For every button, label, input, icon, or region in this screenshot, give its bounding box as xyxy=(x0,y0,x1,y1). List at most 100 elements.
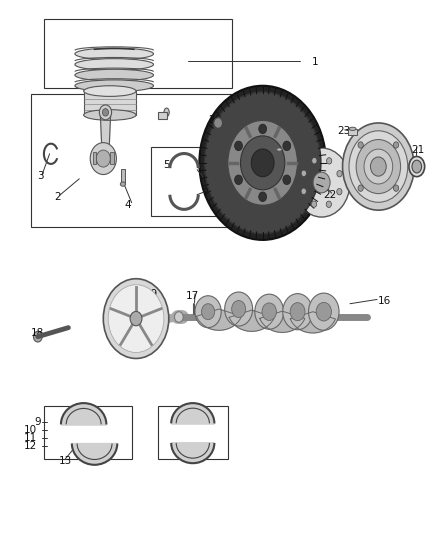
Circle shape xyxy=(358,185,363,191)
Text: 20: 20 xyxy=(367,144,381,155)
Polygon shape xyxy=(100,112,111,152)
Bar xyxy=(84,91,136,115)
Circle shape xyxy=(99,105,112,120)
Circle shape xyxy=(283,141,291,151)
Bar xyxy=(44,406,132,459)
Text: 7: 7 xyxy=(203,188,209,198)
Text: 21: 21 xyxy=(411,144,424,155)
Circle shape xyxy=(174,312,183,322)
Bar xyxy=(93,152,96,164)
Circle shape xyxy=(228,120,297,205)
Polygon shape xyxy=(72,443,117,465)
Circle shape xyxy=(349,131,408,203)
Circle shape xyxy=(358,142,363,148)
Circle shape xyxy=(311,201,317,207)
Circle shape xyxy=(337,171,342,177)
Circle shape xyxy=(393,185,399,191)
Circle shape xyxy=(356,140,401,193)
Circle shape xyxy=(96,150,110,167)
Text: 17: 17 xyxy=(186,290,199,301)
Bar xyxy=(158,406,228,459)
Circle shape xyxy=(108,285,164,352)
Circle shape xyxy=(214,118,223,128)
Circle shape xyxy=(326,201,332,207)
Ellipse shape xyxy=(75,48,153,60)
Circle shape xyxy=(301,170,307,176)
Circle shape xyxy=(293,148,350,217)
Bar xyxy=(31,94,232,227)
Circle shape xyxy=(290,303,305,321)
Circle shape xyxy=(240,136,285,190)
Polygon shape xyxy=(229,310,274,332)
Bar xyxy=(348,129,357,135)
Ellipse shape xyxy=(75,59,153,70)
Text: 19: 19 xyxy=(145,289,158,299)
Circle shape xyxy=(199,86,326,240)
Text: 9: 9 xyxy=(35,417,41,427)
Circle shape xyxy=(102,109,109,116)
Circle shape xyxy=(235,141,243,151)
Circle shape xyxy=(301,188,306,195)
Circle shape xyxy=(130,311,142,326)
Text: 1: 1 xyxy=(312,57,318,67)
Circle shape xyxy=(232,301,246,318)
Polygon shape xyxy=(290,312,336,333)
Circle shape xyxy=(195,296,221,328)
Text: 26: 26 xyxy=(208,115,221,125)
Circle shape xyxy=(90,143,117,174)
Polygon shape xyxy=(171,403,214,423)
Text: 6: 6 xyxy=(203,174,209,184)
Circle shape xyxy=(225,292,253,326)
Text: 8: 8 xyxy=(93,413,100,423)
Polygon shape xyxy=(196,309,242,330)
Circle shape xyxy=(262,303,276,320)
Ellipse shape xyxy=(75,69,153,81)
Ellipse shape xyxy=(75,80,153,92)
Polygon shape xyxy=(171,443,214,463)
Text: 23: 23 xyxy=(337,126,350,136)
Circle shape xyxy=(326,158,332,164)
Circle shape xyxy=(103,279,169,359)
Circle shape xyxy=(259,192,267,201)
Circle shape xyxy=(251,149,274,177)
Circle shape xyxy=(201,304,215,320)
Bar xyxy=(121,169,125,184)
Circle shape xyxy=(316,302,332,321)
Ellipse shape xyxy=(84,86,136,96)
Text: 10: 10 xyxy=(24,425,37,435)
Ellipse shape xyxy=(349,127,356,131)
Circle shape xyxy=(255,294,284,329)
Text: 3: 3 xyxy=(37,171,43,181)
Text: 15: 15 xyxy=(182,413,195,423)
Text: 16: 16 xyxy=(378,296,392,306)
Polygon shape xyxy=(260,311,305,333)
Text: 12: 12 xyxy=(24,441,37,451)
Text: 25: 25 xyxy=(265,140,278,150)
Circle shape xyxy=(283,175,291,184)
Circle shape xyxy=(337,189,342,195)
Text: 4: 4 xyxy=(124,200,131,211)
Ellipse shape xyxy=(412,160,422,173)
Text: 22: 22 xyxy=(324,190,337,200)
Circle shape xyxy=(371,157,386,176)
Text: 13: 13 xyxy=(59,456,72,465)
Text: 5: 5 xyxy=(163,160,170,171)
Circle shape xyxy=(259,124,267,134)
Text: 14: 14 xyxy=(89,456,102,465)
Ellipse shape xyxy=(84,110,136,120)
Circle shape xyxy=(313,172,330,193)
Bar xyxy=(151,147,219,216)
Text: 11: 11 xyxy=(24,433,37,443)
Text: 24: 24 xyxy=(245,142,258,152)
Ellipse shape xyxy=(409,157,425,176)
Ellipse shape xyxy=(120,182,126,186)
Ellipse shape xyxy=(164,108,169,117)
Circle shape xyxy=(343,123,414,210)
Circle shape xyxy=(308,293,339,330)
Circle shape xyxy=(283,294,312,330)
Bar xyxy=(158,112,167,119)
Circle shape xyxy=(312,158,317,164)
Text: 18: 18 xyxy=(31,328,44,338)
Circle shape xyxy=(33,332,42,342)
Bar xyxy=(44,19,232,88)
